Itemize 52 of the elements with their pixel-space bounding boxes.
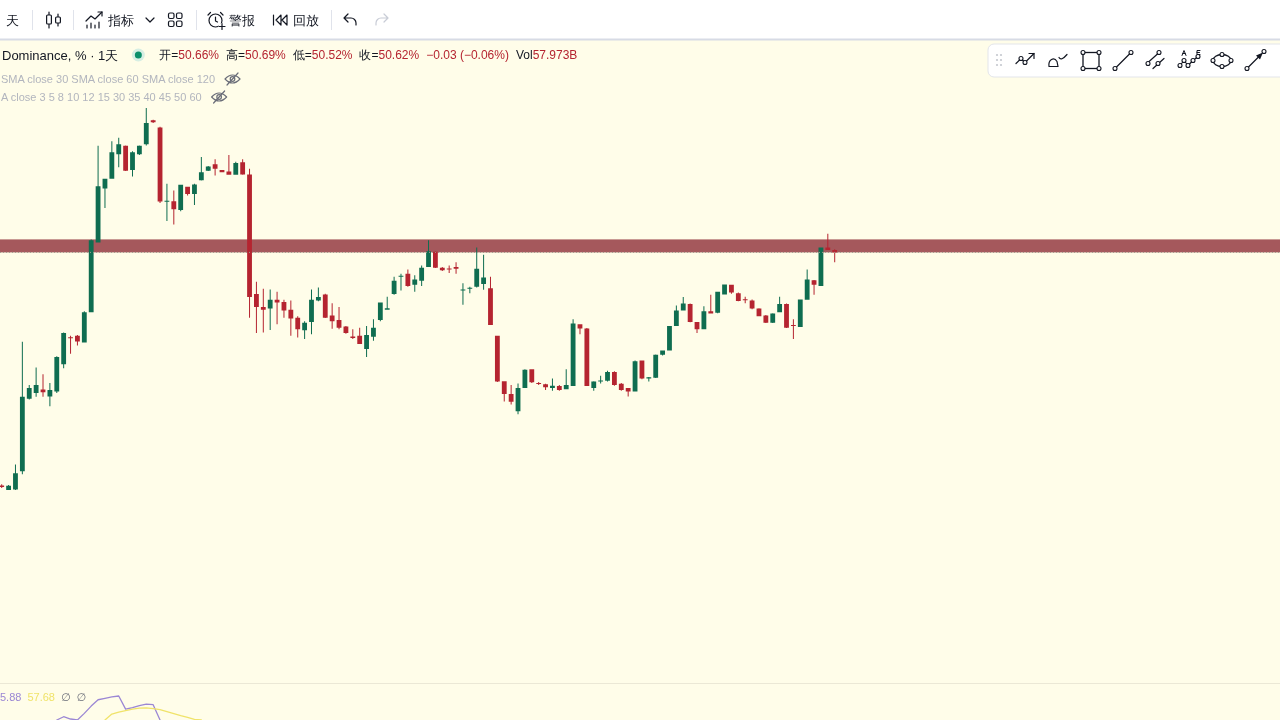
- candlestick: [0, 484, 5, 489]
- candlestick: [205, 166, 211, 172]
- candlestick: [708, 294, 714, 314]
- candlestick: [33, 367, 39, 397]
- candlestick: [329, 303, 335, 329]
- text: SMA close 30 SMA close 60 SMA close 120: [1, 73, 216, 85]
- candlestick: [350, 329, 356, 340]
- candlestick: [13, 464, 18, 490]
- text: A close 3 5 8 10 12 15 30 35 40 45 50 60: [1, 91, 202, 103]
- candlestick: [212, 159, 218, 176]
- annotation: ∅: [76, 691, 87, 703]
- candlestick: [267, 289, 273, 330]
- text: −0.03 (−0.06%): [426, 48, 509, 62]
- candlestick: [398, 273, 404, 291]
- candlestick: [763, 315, 769, 324]
- candlestick: [260, 288, 266, 333]
- annotation: 5.88: [0, 691, 22, 703]
- annotation: 57.68: [27, 691, 55, 703]
- candlestick: [446, 265, 452, 274]
- text: 天: [6, 12, 19, 28]
- candlestick: [254, 281, 259, 333]
- text: 警报: [229, 12, 255, 28]
- candlestick: [460, 283, 466, 305]
- candlestick: [556, 384, 562, 391]
- text: 收=50.62%: [359, 48, 420, 62]
- candlestick: [825, 233, 831, 251]
- candlestick: [563, 369, 569, 390]
- candlestick: [198, 156, 204, 181]
- text: 开=50.66%: [159, 48, 220, 62]
- candlestick: [226, 154, 232, 175]
- candlestick: [742, 296, 748, 304]
- text: 高=50.69%: [226, 48, 287, 62]
- candlestick: [550, 378, 555, 391]
- candlestick: [790, 319, 796, 340]
- candlestick: [384, 296, 390, 310]
- candlestick: [171, 190, 177, 225]
- text: 回放: [293, 12, 319, 28]
- text: 指标: [107, 12, 134, 28]
- candlestick: [68, 335, 73, 354]
- annotation: ∅: [60, 691, 71, 703]
- candlestick: [646, 376, 652, 382]
- text: Vol57.973B: [515, 48, 578, 62]
- candlestick: [467, 286, 473, 294]
- candlestick: [164, 183, 170, 222]
- candlestick: [116, 137, 122, 168]
- candlestick: [508, 384, 514, 405]
- candlestick: [598, 375, 604, 384]
- candlestick: [192, 183, 197, 206]
- text: 低=50.52%: [292, 48, 353, 62]
- candlestick: [315, 287, 321, 302]
- chart-title: Dominance, % · 1天: [2, 47, 119, 63]
- candlestick: [150, 119, 156, 123]
